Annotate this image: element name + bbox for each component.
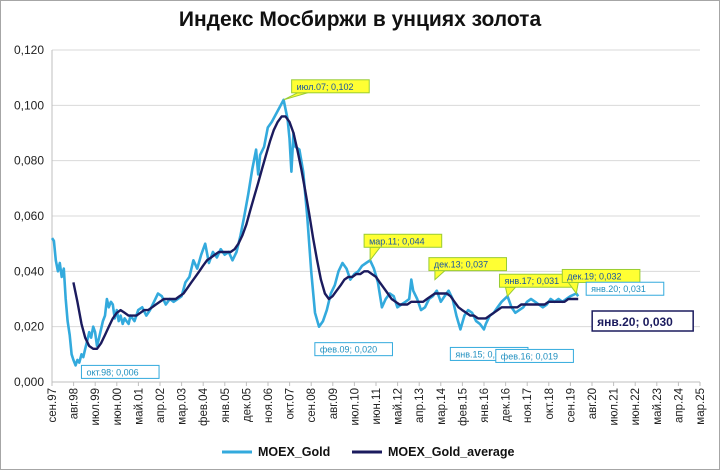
x-tick-label: янв.05 [220,388,232,423]
x-tick-label: апр.02 [155,388,167,423]
x-tick-label: ноя.17 [522,388,534,423]
x-tick-label: авг.98 [69,388,81,419]
x-tick-label: сен.08 [306,388,318,422]
annotation-label: янв.20; 0,030 [597,315,673,329]
series-lines [50,98,580,367]
x-tick-label: май.23 [652,388,664,425]
grid [52,49,700,383]
x-tick-label: авг.09 [328,388,340,419]
x-tick-label: фев.15 [457,388,469,426]
annotation-box [363,233,443,248]
annotation-label: янв.15; 0,019 [455,349,510,359]
callout-pointer [567,281,579,295]
annotation-label: июл.07; 0,102 [297,82,354,92]
x-tick-label: сен.19 [565,388,577,422]
annotation-box [495,348,574,363]
legend-label: MOEX_Gold [258,445,330,459]
y-tick-label: 0,020 [14,320,44,334]
y-axis-ticks: 0,000 0,020 0,040 0,060 0,080 0,100 0,120 [14,43,44,389]
x-tick-label: апр.13 [414,388,426,423]
callout-pointer [369,246,382,262]
annotation-label: дек.19; 0,032 [567,271,621,281]
legend-label: MOEX_Gold_average [388,445,514,459]
x-tick-label: фев.04 [198,387,210,426]
annotations: окт.98; 0,006 июл.07; 0,102 фев.09; 0,020 м… [80,79,694,379]
annotation-box [80,364,160,379]
x-tick-label: июл.10 [349,388,361,426]
x-tick-label: июл.21 [609,388,621,426]
x-tick-label: окт.07 [285,388,297,420]
series-line-moex-gold-average [72,115,579,350]
callout-pointer [283,92,308,101]
y-tick-label: 0,000 [14,375,44,389]
annotation-box [428,257,508,272]
annotation-box [585,281,665,296]
x-tick-label: дек.05 [241,388,253,422]
x-tick-label: апр.24 [673,387,685,423]
x-tick-label: дек.16 [501,388,513,422]
x-tick-label: июл.99 [90,388,102,426]
x-tick-label: мар.25 [695,388,707,425]
annotation-label: фев.16; 0,019 [501,351,558,361]
annotation-label: янв.17; 0,031 [504,276,559,286]
x-tick-label: янв.16 [479,388,491,423]
y-tick-label: 0,100 [14,98,44,112]
x-tick-label: мар.03 [177,388,189,425]
x-tick-label: окт.18 [544,388,556,420]
series-line-moex-gold [50,98,580,367]
x-tick-label: мар.14 [436,387,448,424]
y-tick-label: 0,060 [14,209,44,223]
annotation-label: фев.09; 0,020 [320,345,377,355]
x-tick-label: ноя.06 [263,388,275,423]
x-tick-label: сен.97 [47,388,59,422]
x-tick-label: июн.00 [112,388,124,425]
x-tick-label: май.12 [393,388,405,425]
y-tick-label: 0,120 [14,43,44,57]
chart-title: Индекс Мосбиржи в унциях золота [178,8,542,31]
annotation-label: янв.20; 0,031 [591,284,646,294]
annotation-box [314,342,393,357]
x-tick-label: июн.11 [371,388,383,425]
x-tick-label: июн.22 [630,388,642,425]
y-tick-label: 0,040 [14,264,44,278]
x-tick-label: май.01 [133,388,145,425]
annotation-label: дек.13; 0,037 [434,260,488,270]
annotation-label: мар.11; 0,044 [369,236,425,246]
annotation-label: окт.98; 0,006 [86,367,138,377]
callout-pointer [434,270,447,281]
x-axis-ticks: сен.97 авг.98 июл.99 июн.00 май.01 апр.02 мар.… [47,382,707,426]
annotation-box [591,310,694,332]
x-tick-label: авг.20 [587,388,599,419]
y-tick-label: 0,080 [14,154,44,168]
legend: MOEX_Gold MOEX_Gold_average [222,445,514,459]
callout-pointer [504,286,517,298]
annotation-box [291,79,370,94]
